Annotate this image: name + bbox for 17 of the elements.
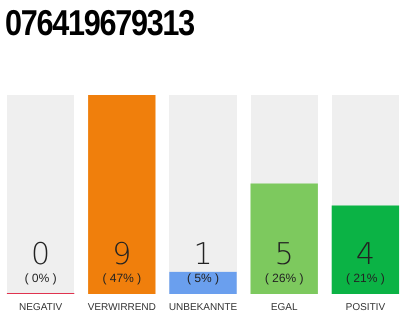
bar	[169, 272, 237, 294]
data-label: 4	[356, 237, 375, 272]
annotation: ( 0% )	[24, 271, 57, 285]
x-tick-label: UNBEKANNTE	[168, 302, 238, 313]
x-tick-label: VERWIRREND	[88, 302, 156, 313]
x-tick-label: POSITIV	[346, 302, 386, 313]
chart-title: 076419679313	[5, 2, 194, 44]
x-tick-label: NEGATIV	[19, 302, 63, 313]
data-label: 1	[193, 237, 213, 272]
data-label: 0	[31, 237, 50, 272]
annotation: ( 5% )	[186, 271, 220, 285]
annotation: ( 26% )	[264, 271, 304, 285]
annotation: ( 21% )	[346, 271, 385, 285]
data-label: 9	[112, 237, 132, 272]
x-tick-label: EGAL	[270, 302, 298, 313]
data-label: 5	[274, 237, 294, 272]
annotation: ( 47% )	[102, 271, 142, 285]
